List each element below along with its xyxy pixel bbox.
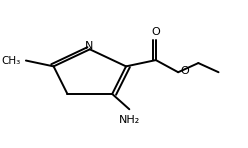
Text: O: O <box>152 27 160 37</box>
Text: NH₂: NH₂ <box>119 115 140 125</box>
Text: CH₃: CH₃ <box>1 56 20 66</box>
Text: N: N <box>85 41 93 51</box>
Text: O: O <box>181 66 190 77</box>
